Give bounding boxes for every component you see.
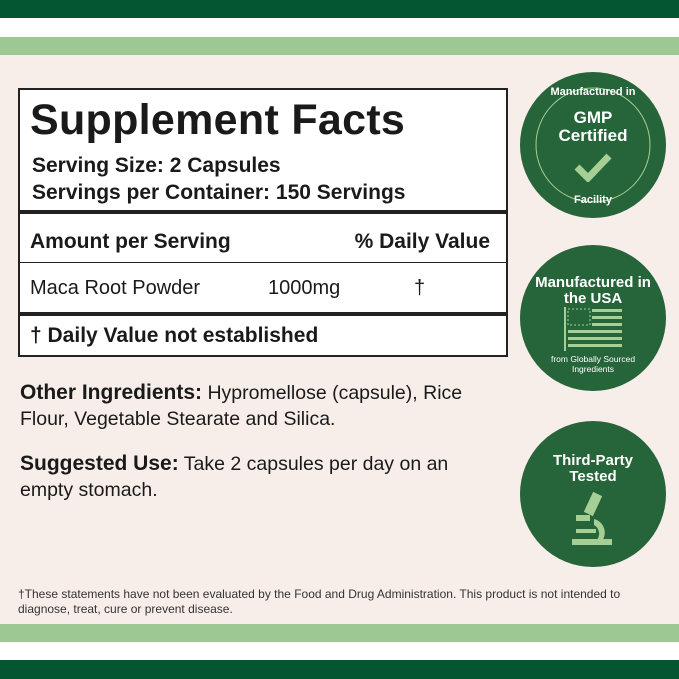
other-ingredients: Other Ingredients: Hypromellose (capsule…: [20, 380, 500, 432]
top-dark-band: [0, 0, 679, 18]
badge-title: Third-Party Tested: [552, 452, 633, 485]
other-ingredients-label: Other Ingredients:: [20, 381, 203, 404]
ingredient-amount: 1000mg: [268, 277, 341, 299]
servings-per-container: Servings per Container: 150 Servings: [32, 181, 406, 204]
divider: [20, 262, 506, 263]
badge-subtitle: from Globally Sourced Ingredients: [550, 354, 636, 374]
divider: [20, 210, 506, 214]
bottom-light-band: [0, 624, 679, 642]
suggested-use-label: Suggested Use:: [20, 452, 179, 475]
badge-ring: [535, 87, 651, 203]
other-ingredients-text: Hypromellose (capsule), Rice Flour, Vege…: [20, 382, 463, 430]
badge-gmp: Manufactured in GMP Certified Facility: [520, 72, 666, 218]
facts-title: Supplement Facts: [30, 96, 406, 144]
badge-title: GMP Certified: [558, 108, 628, 145]
bottom-dark-band: [0, 660, 679, 679]
amount-header: Amount per Serving: [30, 230, 231, 253]
fda-disclaimer: †These statements have not been evaluate…: [18, 587, 621, 616]
facts-footnote: † Daily Value not established: [30, 324, 319, 347]
ingredient-dv: †: [414, 277, 426, 299]
dv-header: % Daily Value: [354, 230, 490, 253]
bottom-white-band: [0, 642, 679, 660]
suggested-use-text: Take 2 capsules per day on an empty stom…: [20, 453, 449, 501]
ingredient-row: Maca Root Powder 1000mg †: [30, 277, 490, 300]
badge-title: Manufactured in the USA: [535, 274, 651, 307]
badge-usa: Manufactured in the USA from Globally So…: [520, 245, 666, 391]
top-light-band: [0, 37, 679, 55]
microscope-icon: [572, 491, 612, 545]
badge-bottom-text: Facility: [574, 194, 612, 206]
supplement-facts-panel: Supplement Facts Serving Size: 2 Capsule…: [18, 88, 508, 357]
us-flag-icon: [564, 307, 622, 351]
top-white-band: [0, 18, 679, 37]
checkmark-icon: [574, 153, 612, 182]
divider: [20, 312, 506, 316]
badge-third-party: Third-Party Tested: [520, 421, 666, 567]
header-row: Amount per Serving % Daily Value: [30, 230, 490, 254]
suggested-use: Suggested Use: Take 2 capsules per day o…: [20, 451, 490, 503]
serving-size: Serving Size: 2 Capsules: [32, 154, 281, 177]
badge-top-text: Manufactured in: [550, 86, 636, 98]
ingredient-name: Maca Root Powder: [30, 277, 201, 299]
